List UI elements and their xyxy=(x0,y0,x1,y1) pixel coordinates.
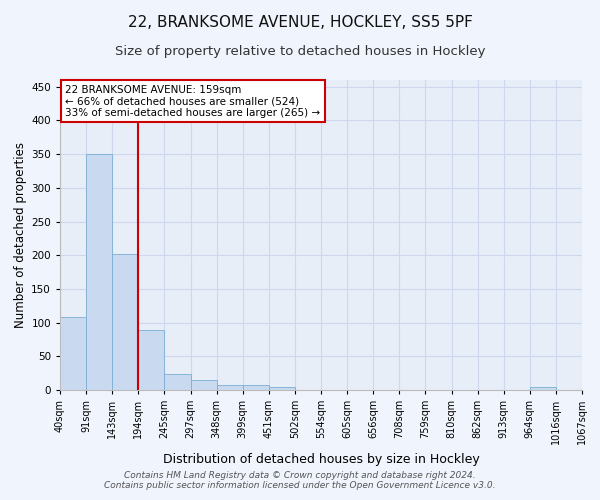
Bar xyxy=(242,386,269,390)
Bar xyxy=(86,154,112,390)
Bar xyxy=(139,330,164,390)
X-axis label: Distribution of detached houses by size in Hockley: Distribution of detached houses by size … xyxy=(163,452,479,466)
Bar xyxy=(191,380,217,390)
Bar xyxy=(164,374,191,390)
Bar xyxy=(60,317,86,390)
Text: Contains HM Land Registry data © Crown copyright and database right 2024.
Contai: Contains HM Land Registry data © Crown c… xyxy=(104,470,496,490)
Bar xyxy=(269,388,295,390)
Y-axis label: Number of detached properties: Number of detached properties xyxy=(14,142,27,328)
Bar xyxy=(217,384,243,390)
Bar xyxy=(112,254,139,390)
Text: Size of property relative to detached houses in Hockley: Size of property relative to detached ho… xyxy=(115,45,485,58)
Text: 22 BRANKSOME AVENUE: 159sqm
← 66% of detached houses are smaller (524)
33% of se: 22 BRANKSOME AVENUE: 159sqm ← 66% of det… xyxy=(65,84,320,118)
Text: 22, BRANKSOME AVENUE, HOCKLEY, SS5 5PF: 22, BRANKSOME AVENUE, HOCKLEY, SS5 5PF xyxy=(128,15,472,30)
Bar xyxy=(530,388,556,390)
